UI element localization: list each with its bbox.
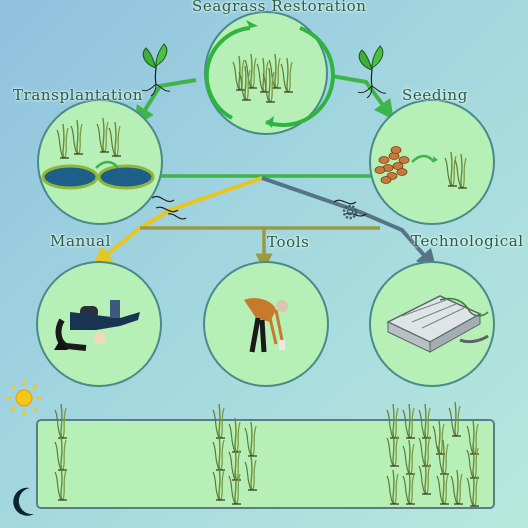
sun-icon: [6, 380, 42, 416]
branch-sprigs: [151, 196, 367, 220]
machine-figure: [386, 295, 489, 353]
method-label-tools: Tools: [267, 233, 310, 251]
seeding-circle: [369, 99, 495, 225]
seedling-icon-left: [141, 43, 171, 97]
gear-icon: [342, 204, 358, 220]
diagram-title: Seagrass Restoration: [192, 0, 367, 15]
manual-circle: [36, 261, 162, 387]
seed-pile: [374, 146, 410, 184]
connector-arrows: [92, 74, 437, 271]
arrow-to-technological: [261, 176, 437, 270]
tools-circle: [203, 261, 329, 387]
diver-figure: [54, 300, 140, 351]
branch-label-transplantation: Transplantation: [13, 86, 143, 104]
arrow-to-manual: [92, 176, 263, 267]
arrow-to-seeding: [331, 74, 394, 121]
arrow-to-transplantation: [134, 78, 197, 127]
seedling-icon-right: [357, 45, 387, 99]
method-label-technological: Technological: [411, 232, 524, 250]
technological-circle: [369, 261, 495, 387]
method-label-manual: Manual: [50, 232, 111, 250]
restoration-circle: [204, 11, 335, 135]
branch-label-seeding: Seeding: [402, 86, 468, 104]
moon-icon: [13, 487, 35, 516]
transplantation-circle: [37, 99, 163, 225]
seagrass-bed-panel: [36, 401, 495, 509]
person-figure: [244, 298, 288, 353]
